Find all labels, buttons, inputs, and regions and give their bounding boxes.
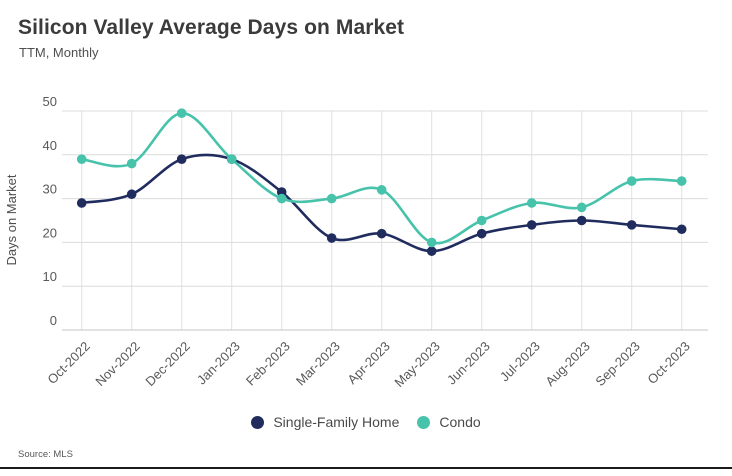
- x-tick-label: Sep-2023: [592, 339, 642, 389]
- data-point-series-1: [626, 176, 637, 186]
- x-tick: May-2023: [391, 339, 442, 390]
- footer-divider: [0, 467, 732, 469]
- x-tick-label: Dec-2022: [142, 339, 192, 389]
- legend-item-single-family-home: Single-Family Home: [251, 414, 399, 430]
- x-tick-label: Oct-2022: [44, 339, 92, 387]
- x-tick: Mar-2023: [293, 339, 343, 389]
- data-point-series-0: [476, 228, 487, 239]
- data-point-series-0: [626, 220, 637, 230]
- x-tick: Oct-2022: [44, 339, 92, 387]
- x-tick: Aug-2023: [542, 339, 592, 389]
- data-point-series-0: [576, 215, 587, 226]
- data-point-series-1: [576, 202, 587, 213]
- chart-subtitle: TTM, Monthly: [19, 45, 99, 60]
- legend-item-condo: Condo: [417, 414, 481, 430]
- chart-title: Silicon Valley Average Days on Market: [18, 16, 405, 39]
- legend: Single-Family Home Condo: [0, 414, 732, 430]
- data-point-series-1: [276, 193, 287, 204]
- y-axis-title: Days on Market: [4, 174, 19, 265]
- x-tick: Oct-2023: [644, 339, 692, 387]
- data-point-series-0: [326, 233, 337, 243]
- x-tick: Jul-2023: [497, 339, 543, 385]
- y-tick-label: 40: [43, 138, 57, 153]
- x-tick-label: Jun-2023: [444, 339, 493, 388]
- x-tick-label: Jul-2023: [497, 339, 543, 385]
- data-point-series-1: [76, 154, 87, 164]
- data-point-series-1: [426, 237, 437, 248]
- source-note: Source: MLS: [18, 449, 73, 460]
- condo-series-swatch-icon: [417, 415, 431, 429]
- data-point-series-1: [476, 215, 487, 226]
- x-tick-label: Nov-2022: [92, 339, 142, 389]
- data-point-series-1: [676, 176, 687, 186]
- legend-label: Single-Family Home: [273, 414, 400, 430]
- x-tick: Jun-2023: [444, 339, 493, 388]
- x-tick-label: Oct-2023: [644, 339, 692, 387]
- y-tick-label: 0: [50, 313, 57, 328]
- data-point-series-0: [126, 189, 137, 200]
- data-point-series-1: [526, 198, 537, 208]
- x-tick-label: May-2023: [391, 339, 442, 390]
- data-point-series-1: [126, 158, 137, 169]
- x-tick: Apr-2023: [344, 339, 392, 387]
- data-point-series-0: [426, 246, 437, 256]
- data-point-series-0: [526, 220, 537, 230]
- data-point-series-0: [376, 228, 387, 239]
- data-point-series-0: [76, 198, 87, 208]
- x-tick: Nov-2022: [92, 339, 142, 389]
- x-tick-label: Mar-2023: [293, 339, 343, 389]
- data-point-series-0: [176, 154, 187, 164]
- x-tick: Dec-2022: [142, 339, 192, 389]
- line-chart-canvas: Days on Market Oct-2022 Nov-2022 Dec-2022 J…: [4, 94, 708, 390]
- data-point-series-1: [376, 185, 387, 195]
- x-tick-label: Jan-2023: [194, 339, 243, 388]
- x-tick: Jan-2023: [194, 339, 243, 388]
- x-tick-label: Apr-2023: [344, 339, 392, 387]
- x-tick-label: Aug-2023: [542, 339, 592, 389]
- x-tick: Feb-2023: [243, 339, 293, 389]
- y-tick-label: 10: [43, 269, 57, 284]
- data-point-series-1: [226, 154, 237, 164]
- x-tick: Sep-2023: [592, 339, 642, 389]
- data-point-series-1: [176, 108, 187, 118]
- single-family-home-series-swatch-icon: [251, 415, 265, 429]
- legend-label: Condo: [439, 414, 481, 430]
- data-point-series-0: [276, 187, 287, 197]
- y-tick-label: 50: [43, 94, 57, 109]
- data-point-series-1: [326, 193, 337, 204]
- data-point-series-0: [676, 224, 687, 235]
- x-tick-label: Feb-2023: [243, 339, 293, 389]
- y-tick-label: 20: [43, 225, 57, 240]
- y-tick-label: 30: [43, 182, 57, 197]
